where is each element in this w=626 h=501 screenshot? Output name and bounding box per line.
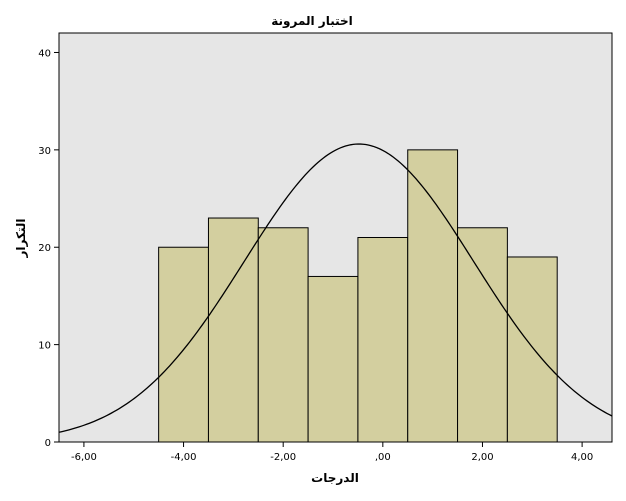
axes-group: -6,00 -4,00 -2,00 ,00 2,00 4,00 0 10 20 30 40	[38, 48, 593, 463]
chart-title: اختبار المرونة	[271, 14, 353, 29]
histogram-bar-6	[407, 149, 459, 443]
y-axis-label: التكرار	[14, 219, 28, 259]
y-tick-label: 20	[38, 243, 51, 254]
x-tick-label: -2,00	[270, 452, 296, 463]
histogram-bar-8	[506, 256, 558, 443]
x-axis-label: الدرجات	[311, 471, 359, 485]
y-tick-label: 10	[38, 341, 51, 352]
histogram-bar-7	[457, 227, 508, 443]
histogram-bar-1	[158, 246, 209, 443]
histogram-bar-5	[357, 237, 409, 443]
y-tick-label: 40	[38, 48, 51, 59]
x-tick-label: -4,00	[171, 452, 197, 463]
x-tick-label: 2,00	[471, 452, 493, 463]
x-tick-label: ,00	[375, 452, 391, 463]
y-tick-label: 30	[38, 146, 51, 157]
histogram-bar-4	[307, 275, 359, 443]
bars-group	[158, 149, 558, 443]
x-tick-label: -6,00	[71, 452, 97, 463]
normal-curve	[58, 143, 613, 433]
histogram-bar-2	[207, 217, 259, 443]
y-tick-label: 0	[45, 438, 51, 449]
histogram-bar-3	[257, 227, 309, 443]
x-tick-label: 4,00	[571, 452, 593, 463]
